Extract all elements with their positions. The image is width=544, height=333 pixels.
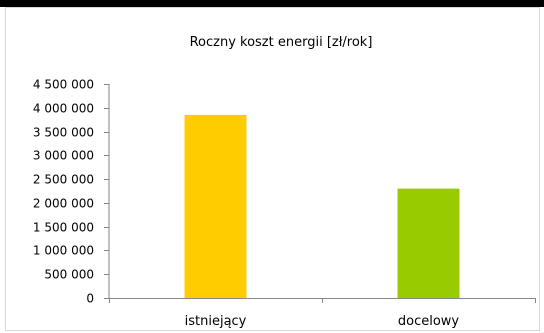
y-tick-label: 3 500 000 — [33, 126, 94, 140]
y-tick-label: 2 500 000 — [33, 173, 94, 187]
chart-title: Roczny koszt energii [zł/rok] — [190, 35, 373, 50]
y-tick-label: 1 500 000 — [33, 221, 94, 235]
x-axis: istniejący docelowy — [109, 298, 536, 329]
bars — [184, 114, 460, 299]
window-top-bar — [0, 0, 544, 7]
y-axis: 0 500 000 1 000 000 1 500 000 2 000 000 2 500… — [33, 78, 110, 306]
y-tick-label: 4 000 000 — [33, 102, 94, 116]
y-tick-label: 2 000 000 — [33, 197, 94, 211]
y-tick-label: 0 — [86, 292, 94, 306]
x-category-label: istniejący — [185, 314, 247, 329]
y-tick-label: 500 000 — [44, 268, 94, 282]
bar-docelowy — [397, 188, 460, 298]
bar-istniejacy — [184, 114, 247, 299]
y-tick-label: 4 500 000 — [33, 78, 94, 92]
x-category-label: docelowy — [398, 314, 460, 329]
y-tick-label: 3 000 000 — [33, 149, 94, 163]
y-tick-label: 1 000 000 — [33, 244, 94, 258]
